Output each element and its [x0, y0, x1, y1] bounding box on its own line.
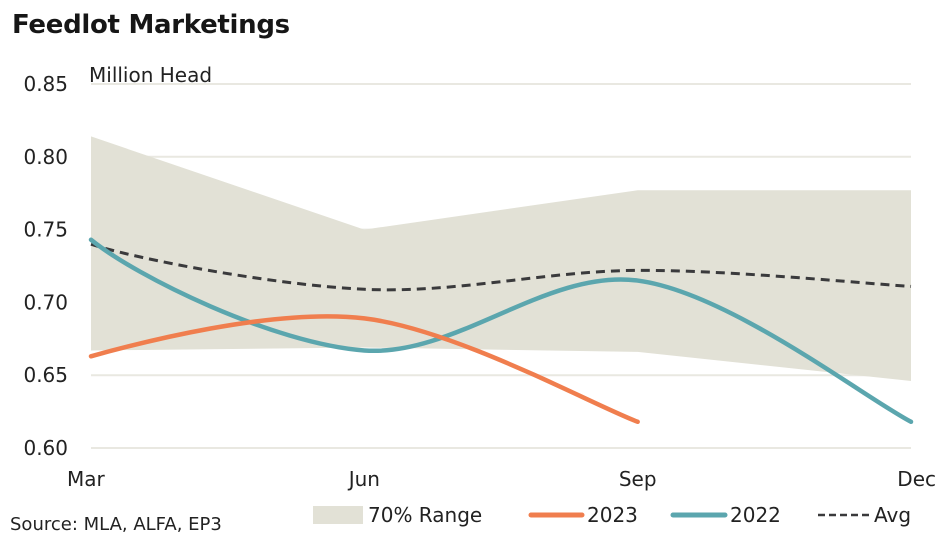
- y-axis-unit-label: Million Head: [89, 63, 212, 87]
- series-line-2022: [88, 237, 914, 425]
- y-axis-ticks: 0.60 0.65 0.70 0.75 0.80 0.85: [23, 72, 68, 460]
- range-band-layer: [91, 136, 911, 382]
- y-tick-label: 0.70: [23, 290, 68, 314]
- legend-label-2023: 2023: [587, 503, 638, 527]
- legend: 70% Range 2023 2022 Avg: [313, 503, 911, 527]
- x-tick-label: Mar: [67, 467, 106, 491]
- y-tick-label: 0.85: [23, 72, 68, 96]
- y-tick-label: 0.65: [23, 363, 68, 387]
- series-line-avg: [90, 242, 912, 292]
- series-lines: [88, 237, 914, 425]
- source-note: Source: MLA, ALFA, EP3: [10, 514, 222, 535]
- legend-label-2022: 2022: [730, 503, 781, 527]
- legend-label-avg: Avg: [874, 503, 911, 527]
- y-tick-label: 0.75: [23, 218, 68, 242]
- x-tick-label: Sep: [619, 467, 657, 491]
- x-tick-label: Jun: [347, 467, 380, 491]
- series-line-2023: [88, 314, 640, 425]
- legend-swatch-range: [313, 506, 363, 524]
- range-band-70pct: [91, 136, 911, 382]
- chart-title: Feedlot Marketings: [12, 10, 290, 40]
- y-tick-label: 0.60: [23, 436, 68, 460]
- x-tick-label: Dec: [897, 467, 936, 491]
- legend-label-range: 70% Range: [368, 503, 482, 527]
- y-tick-label: 0.80: [23, 145, 68, 169]
- x-axis-ticks: Mar Jun Sep Dec: [67, 467, 936, 491]
